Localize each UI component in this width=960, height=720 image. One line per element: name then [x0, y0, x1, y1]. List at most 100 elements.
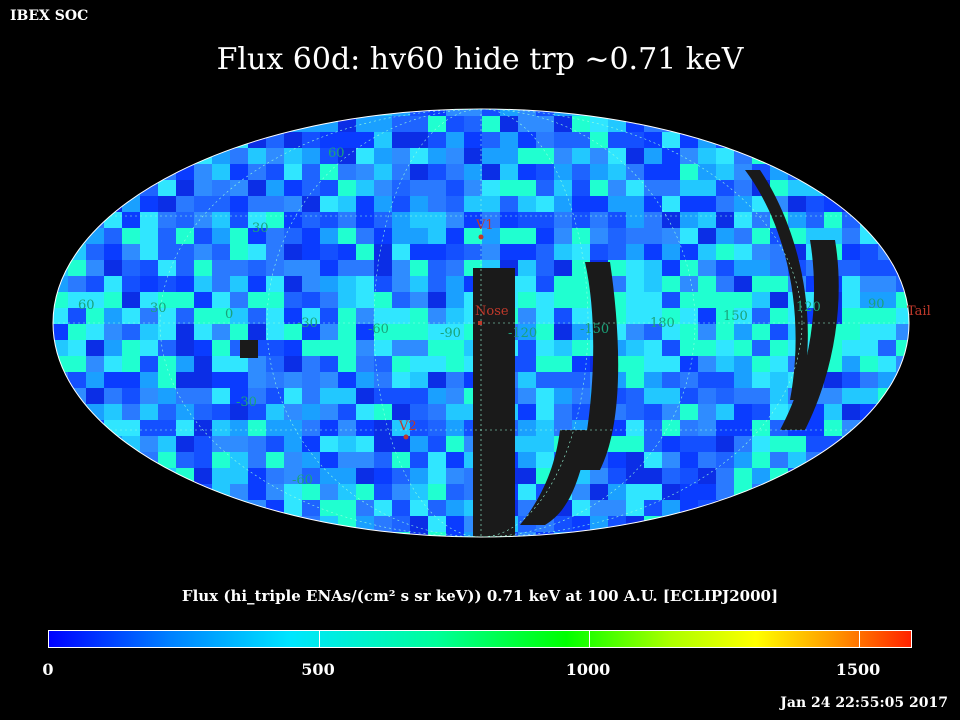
flux-tile	[68, 324, 86, 340]
flux-tile	[248, 468, 266, 484]
flux-tile	[860, 324, 878, 340]
flux-tile	[194, 372, 212, 388]
flux-tile	[86, 148, 104, 164]
flux-tile	[536, 372, 554, 388]
flux-tile	[518, 132, 536, 148]
flux-tile	[410, 276, 428, 292]
flux-tile	[86, 180, 104, 196]
flux-tile	[914, 356, 932, 372]
flux-tile	[338, 372, 356, 388]
flux-tile	[662, 548, 680, 564]
flux-tile	[752, 212, 770, 228]
flux-tile	[428, 372, 446, 388]
flux-tile	[158, 116, 176, 132]
flux-tile	[392, 260, 410, 276]
flux-tile	[554, 356, 572, 372]
flux-tile	[428, 388, 446, 404]
flux-tile	[626, 116, 644, 132]
flux-tile	[572, 196, 590, 212]
flux-tile	[788, 109, 806, 116]
flux-tile	[860, 548, 878, 564]
flux-tile	[698, 436, 716, 452]
v1-label: V1	[475, 218, 494, 233]
flux-tile	[374, 276, 392, 292]
flux-tile	[122, 228, 140, 244]
flux-tile	[680, 516, 698, 532]
flux-tile	[68, 212, 86, 228]
flux-tile	[302, 196, 320, 212]
flux-tile	[860, 148, 878, 164]
flux-tile	[860, 372, 878, 388]
flux-tile	[608, 148, 626, 164]
flux-tile	[104, 532, 122, 537]
flux-tile	[356, 340, 374, 356]
flux-tile	[878, 420, 896, 436]
flux-tile	[680, 420, 698, 436]
flux-tile	[104, 308, 122, 324]
flux-tile	[752, 324, 770, 340]
flux-tile	[374, 452, 392, 468]
flux-tile	[518, 468, 536, 484]
flux-tile	[806, 484, 824, 500]
flux-tile	[446, 212, 464, 228]
flux-tile	[860, 308, 878, 324]
flux-tile	[320, 340, 338, 356]
flux-tile	[662, 308, 680, 324]
flux-tile	[842, 308, 860, 324]
flux-tile	[230, 388, 248, 404]
flux-tile	[464, 196, 482, 212]
lat-label-30: 30	[252, 221, 269, 236]
flux-tile	[68, 164, 86, 180]
flux-tiles	[53, 109, 932, 564]
flux-tile	[716, 164, 734, 180]
flux-tile	[104, 228, 122, 244]
flux-tile	[590, 228, 608, 244]
flux-tile	[104, 452, 122, 468]
flux-tile	[320, 324, 338, 340]
flux-tile	[158, 308, 176, 324]
flux-tile	[176, 516, 194, 532]
flux-tile	[572, 244, 590, 260]
flux-tile	[86, 164, 104, 180]
flux-tile	[518, 148, 536, 164]
flux-tile	[896, 420, 909, 436]
flux-tile	[68, 436, 86, 452]
flux-tile	[788, 436, 806, 452]
flux-tile	[626, 532, 644, 537]
flux-tile	[86, 116, 104, 132]
flux-tile	[716, 516, 734, 532]
flux-tile	[842, 420, 860, 436]
flux-tile	[680, 180, 698, 196]
flux-tile	[770, 388, 788, 404]
flux-tile	[53, 244, 68, 260]
flux-tile	[320, 132, 338, 148]
flux-tile	[572, 292, 590, 308]
flux-tile	[536, 116, 554, 132]
flux-tile	[284, 132, 302, 148]
flux-tile	[158, 180, 176, 196]
flux-tile	[122, 420, 140, 436]
flux-tile	[536, 356, 554, 372]
flux-tile	[590, 109, 608, 116]
flux-tile	[716, 260, 734, 276]
flux-tile	[770, 404, 788, 420]
flux-tile	[104, 180, 122, 196]
flux-tile	[680, 388, 698, 404]
flux-tile	[734, 340, 752, 356]
flux-tile	[230, 436, 248, 452]
flux-tile	[392, 276, 410, 292]
flux-tile	[68, 276, 86, 292]
flux-tile	[446, 500, 464, 516]
flux-tile	[374, 484, 392, 500]
flux-tile	[446, 404, 464, 420]
flux-tile	[572, 164, 590, 180]
flux-tile	[716, 452, 734, 468]
flux-tile	[248, 196, 266, 212]
flux-tile	[554, 276, 572, 292]
flux-tile	[86, 500, 104, 516]
colorbar-title: Flux (hi_triple ENAs/(cm² s sr keV)) 0.7…	[181, 587, 779, 605]
flux-tile	[734, 276, 752, 292]
flux-tile	[248, 132, 266, 148]
flux-tile	[500, 164, 518, 180]
flux-tile	[626, 260, 644, 276]
